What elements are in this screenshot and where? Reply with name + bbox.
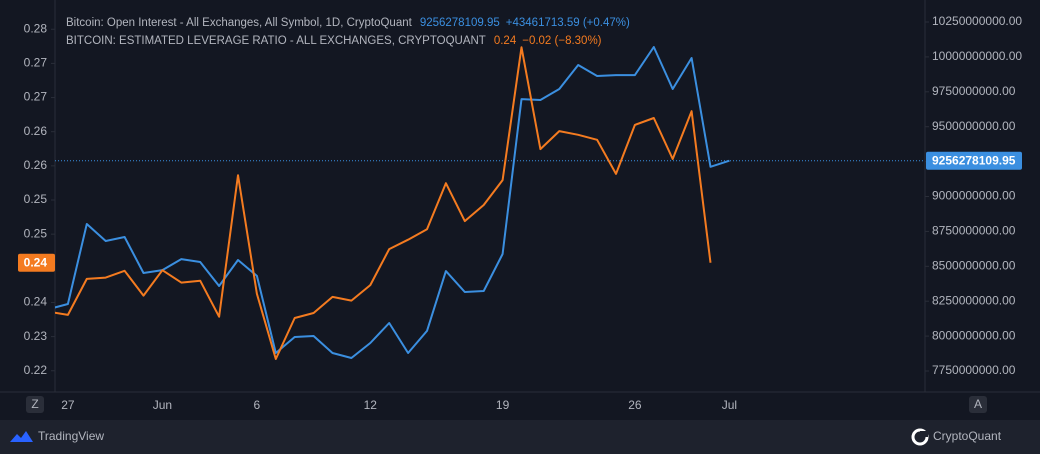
x-tick-label: Jun xyxy=(153,398,172,412)
footer-brand: TradingView xyxy=(38,429,104,443)
legend-name: BITCOIN: ESTIMATED LEVERAGE RATIO - ALL … xyxy=(66,35,486,47)
x-tick-label: 19 xyxy=(496,398,510,412)
x-tick-label: 27 xyxy=(61,398,75,412)
y-tick-label: 0.23 xyxy=(24,329,48,343)
y-tick-label: 0.25 xyxy=(24,192,48,206)
price-label-bg xyxy=(18,253,55,272)
y-tick-label: 0.26 xyxy=(24,124,48,138)
y2-tick-label: 8250000000.00 xyxy=(932,293,1016,307)
legend-0: Bitcoin: Open Interest - All Exchanges, … xyxy=(66,17,630,29)
price-label: 0.24 xyxy=(24,255,48,269)
legend-value: 9256278109.95 xyxy=(420,17,500,29)
y-tick-label: 0.27 xyxy=(24,56,48,70)
x-tick-label: 6 xyxy=(254,398,261,412)
y2-tick-label: 7750000000.00 xyxy=(932,363,1016,377)
footer-bar xyxy=(0,420,1040,454)
legend-name: Bitcoin: Open Interest - All Exchanges, … xyxy=(66,17,413,29)
x-tick-label: 12 xyxy=(364,398,378,412)
scale-button[interactable] xyxy=(26,396,44,413)
x-tick-label: 26 xyxy=(628,398,642,412)
plot-area xyxy=(55,46,925,360)
footer-brand: CryptoQuant xyxy=(933,429,1002,443)
button-label[interactable]: A xyxy=(974,397,982,411)
y-tick-label: 0.26 xyxy=(24,158,48,172)
y2-tick-label: 8000000000.00 xyxy=(932,328,1016,342)
price-label-bg xyxy=(926,151,1022,170)
tradingview-logo xyxy=(10,431,33,442)
auto-button[interactable] xyxy=(969,396,987,413)
y-tick-label: 0.27 xyxy=(24,90,48,104)
y2-tick-label: 9750000000.00 xyxy=(932,84,1016,98)
cryptoquant-logo xyxy=(911,428,929,446)
button-label[interactable]: Z xyxy=(31,397,38,411)
price-label: 9256278109.95 xyxy=(932,153,1016,167)
y-tick-label: 0.28 xyxy=(24,21,48,35)
y2-tick-label: 10000000000.00 xyxy=(932,49,1022,63)
y2-tick-label: 8750000000.00 xyxy=(932,224,1016,238)
legend-change: −0.02 (−8.30%) xyxy=(522,35,601,47)
y-tick-label: 0.24 xyxy=(24,295,48,309)
y-tick-label: 0.25 xyxy=(24,226,48,240)
legend-change: +43461713.59 (+0.47%) xyxy=(506,17,630,29)
y2-tick-label: 9000000000.00 xyxy=(932,189,1016,203)
series-line xyxy=(55,46,712,360)
y2-tick-label: 9500000000.00 xyxy=(932,119,1016,133)
y-tick-label: 0.22 xyxy=(24,363,48,377)
legend-value: 0.24 xyxy=(494,35,517,47)
x-tick-label: Jul xyxy=(722,398,737,412)
y2-tick-label: 8500000000.00 xyxy=(932,258,1016,272)
y2-tick-label: 10250000000.00 xyxy=(932,14,1022,28)
legend-1: BITCOIN: ESTIMATED LEVERAGE RATIO - ALL … xyxy=(66,35,602,47)
